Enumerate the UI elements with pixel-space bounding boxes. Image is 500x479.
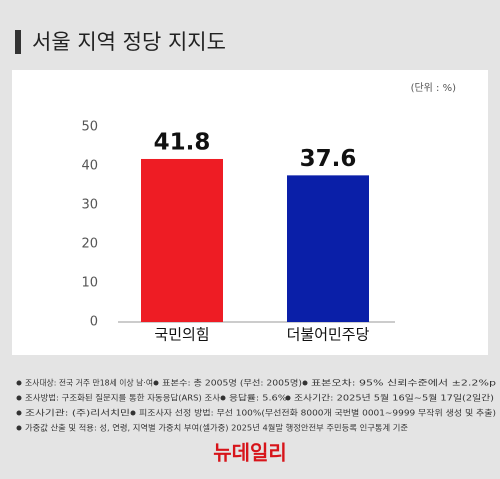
- y-tick-label: 0: [90, 315, 98, 330]
- bullet: [16, 425, 22, 431]
- y-tick-label: 10: [81, 276, 98, 291]
- unit-label: (단위 : %): [411, 81, 457, 94]
- y-tick-label: 40: [81, 159, 98, 174]
- note: 조사대상: 전국 거주 만18세 이상 남·여: [25, 378, 153, 388]
- note: 조사기관: (주)리서치민: [25, 408, 130, 418]
- y-tick-label: 50: [81, 120, 98, 135]
- chart-panel: [12, 70, 488, 355]
- note: 응답률: 5.6%: [229, 393, 287, 403]
- bullet: [16, 380, 22, 386]
- title-icon: [15, 30, 21, 54]
- chart-title: 서울 지역 정당 지지도: [32, 30, 226, 54]
- bar: [287, 175, 369, 322]
- bullet: [153, 380, 159, 386]
- note: 가중값 산출 및 적용: 성, 연령, 지역별 가중치 부여(셀가중) 2025…: [25, 423, 408, 433]
- bullet: [302, 380, 308, 386]
- note: 피조사자 선정 방법: 무선 100%(무선전화 8000개 국번별 0001~…: [139, 408, 496, 418]
- bullet: [16, 395, 22, 401]
- x-tick-label: 더불어민주당: [287, 326, 370, 344]
- note: 표본수: 총 2005명 (무선: 2005명): [162, 378, 302, 388]
- logo: 뉴데일리: [213, 441, 287, 465]
- value-label: 37.6: [300, 146, 357, 172]
- note: 조사기간: 2025년 5월 16일~5월 17일(2일간): [294, 393, 494, 403]
- y-tick-label: 30: [81, 198, 98, 213]
- value-label: 41.8: [154, 129, 211, 155]
- x-tick-label: 국민의힘: [154, 326, 209, 344]
- bullet: [16, 410, 22, 416]
- bar: [141, 158, 223, 322]
- bullet: [220, 395, 226, 401]
- bullet: [285, 395, 291, 401]
- bullet: [130, 410, 136, 416]
- note: 조사방법: 구조화된 질문지를 통한 자동응답(ARS) 조사: [25, 393, 221, 403]
- note: 표본오차: 95% 신뢰수준에서 ±2.2%p: [311, 379, 496, 388]
- y-tick-label: 20: [81, 237, 98, 252]
